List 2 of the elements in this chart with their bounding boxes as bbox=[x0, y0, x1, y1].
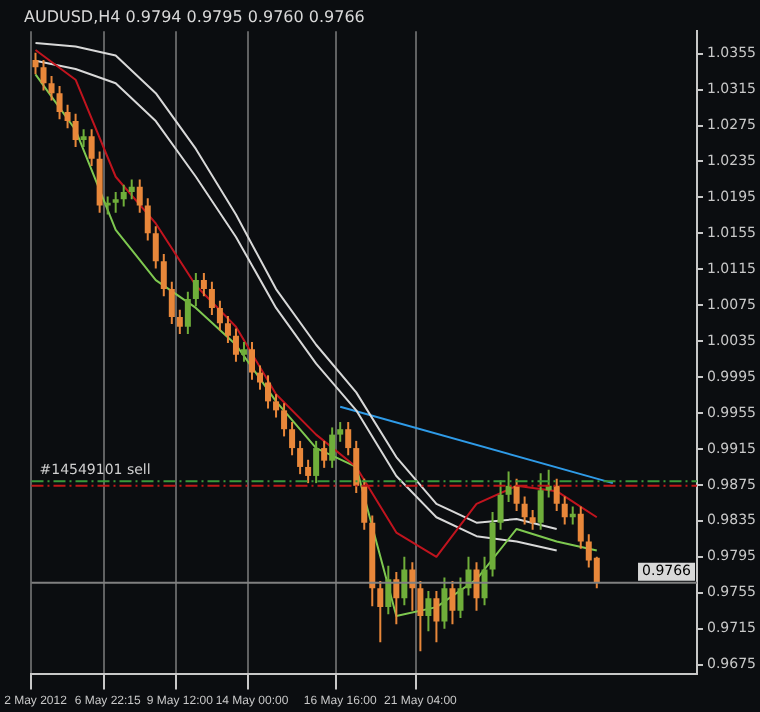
chart-title: AUDUSD,H4 0.9794 0.9795 0.9760 0.9766 bbox=[24, 7, 365, 26]
candlestick bbox=[32, 52, 39, 75]
